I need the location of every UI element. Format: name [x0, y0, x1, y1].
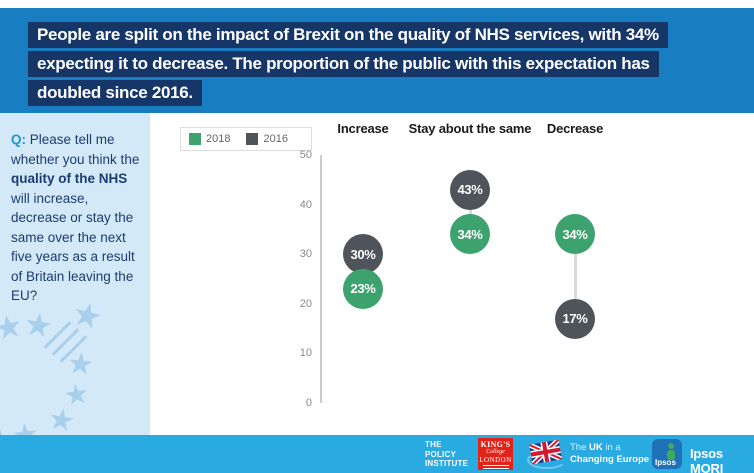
ipsos-logo: Ipsos: [652, 439, 682, 469]
ipsos-person-icon: [668, 443, 674, 449]
headline-text: People are split on the impact of Brexit…: [28, 22, 668, 48]
headline-banner: People are split on the impact of Brexit…: [0, 8, 754, 113]
question-label: Q:: [11, 132, 26, 147]
kings-logo-rule: [482, 465, 509, 469]
ukice-swoosh-icon: [527, 451, 567, 469]
connector-line-stay-about-the-same: [468, 189, 472, 235]
ukice-changing-europe: Changing Europe: [570, 454, 650, 465]
legend-item-2016: 2016: [246, 133, 288, 145]
data-point-2018-increase: 23%: [343, 268, 383, 309]
kings-logo-text: LONDON: [479, 456, 512, 464]
ukice-line1: The UK in a: [570, 442, 649, 454]
question-text-bold: quality of the NHS: [11, 171, 128, 186]
connector-line-decrease: [573, 234, 577, 319]
headline-line: doubled since 2016.: [28, 80, 754, 109]
legend-swatch-2016: [246, 133, 259, 145]
ipsos-person-icon: [667, 450, 675, 460]
data-point-2016-decrease: 17%: [555, 298, 595, 339]
headline-text: expecting it to decrease. The proportion…: [28, 51, 659, 77]
legend-item-2018: 2018: [189, 133, 230, 145]
eu-star-icon: ★: [10, 417, 40, 435]
uk-changing-europe-logo: The UK in a Changing Europe: [570, 442, 649, 466]
headline-line: expecting it to decrease. The proportion…: [28, 51, 754, 80]
question-text-start: Please tell me whether you think the: [11, 132, 140, 167]
ukice-uk: UK: [589, 442, 603, 453]
eu-star-icon: ★: [0, 425, 13, 436]
kings-logo-text: KING'S: [480, 440, 511, 449]
chart-area: 2018 2016 0 10 20 30 40 50 Increase Stay about …: [150, 113, 754, 435]
policy-institute-text: THE: [425, 440, 442, 449]
question-sidebar: Q: Please tell me whether you think the …: [0, 113, 150, 435]
data-point-2016-stay-about-the-same: 43%: [450, 169, 490, 210]
survey-question: Q: Please tell me whether you think the …: [11, 130, 143, 306]
data-point-2016-increase: 30%: [343, 234, 383, 275]
eu-star-icon: ★: [21, 304, 56, 346]
category-label-increase: Increase: [337, 121, 389, 136]
headline-line: People are split on the impact of Brexit…: [28, 22, 754, 51]
ukice-the: The: [570, 442, 590, 453]
y-axis-tick-label: 20: [299, 297, 312, 310]
question-text-end: will increase, decrease or stay the same…: [11, 190, 135, 304]
y-axis-tick-label: 50: [299, 149, 312, 161]
kings-college-london-logo: KING'S College LONDON: [478, 438, 513, 470]
headline-text: doubled since 2016.: [28, 80, 202, 106]
data-point-2018-stay-about-the-same: 34%: [450, 214, 490, 255]
category-label-stay-about-the-same: Stay about the same: [408, 121, 532, 136]
ukice-line2: Changing Europe: [570, 454, 649, 466]
policy-institute-text: INSTITUTE: [425, 459, 469, 468]
footer-logo-bar: THE POLICY INSTITUTE KING'S College LOND…: [0, 435, 754, 473]
legend-label-2018: 2018: [206, 133, 231, 145]
kings-logo-text: College: [486, 449, 505, 455]
category-label-decrease: Decrease: [546, 121, 604, 136]
chart-legend: 2018 2016: [180, 127, 312, 151]
ipsos-logo-text: Ipsos: [655, 458, 676, 467]
eu-star-icon: ★: [45, 400, 78, 435]
policy-institute-logo: THE POLICY INSTITUTE: [425, 440, 468, 469]
legend-swatch-2018: [189, 133, 201, 145]
y-axis-line: [320, 155, 322, 403]
legend-label-2016: 2016: [263, 133, 288, 145]
data-point-2018-decrease: 34%: [555, 214, 595, 255]
y-axis-tick-label: 30: [299, 248, 312, 261]
y-axis-tick-label: 40: [299, 198, 312, 211]
policy-institute-text: POLICY: [425, 449, 456, 459]
union-jack-icon: [528, 437, 564, 470]
ukice-in-a: in a: [602, 442, 621, 453]
ipsos-mori-wordmark: Ipsos MORI: [690, 446, 724, 473]
y-axis-tick-label: 10: [299, 347, 312, 360]
y-axis-tick-label: 0: [305, 397, 312, 409]
